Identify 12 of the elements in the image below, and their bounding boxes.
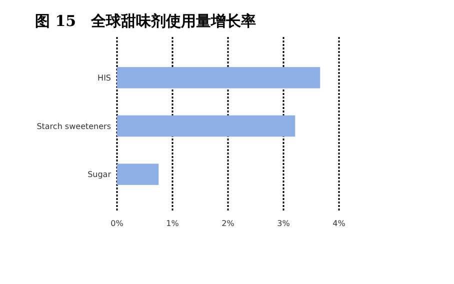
x-tick-label: 2% — [222, 219, 235, 228]
x-tick-label: 3% — [277, 219, 290, 228]
y-tick-label: HIS — [98, 73, 111, 82]
x-tick-label: 4% — [332, 219, 346, 228]
x-tick-label: 1% — [166, 219, 180, 228]
y-tick-label: Starch sweeteners — [36, 122, 111, 131]
y-tick-label: Sugar — [88, 170, 112, 180]
bar — [117, 164, 159, 185]
x-tick-label: 0% — [110, 219, 124, 228]
bar — [117, 67, 320, 88]
bar — [117, 115, 296, 137]
chart-title: 图 15 全球甜味剂使用量增长率 — [35, 12, 256, 30]
